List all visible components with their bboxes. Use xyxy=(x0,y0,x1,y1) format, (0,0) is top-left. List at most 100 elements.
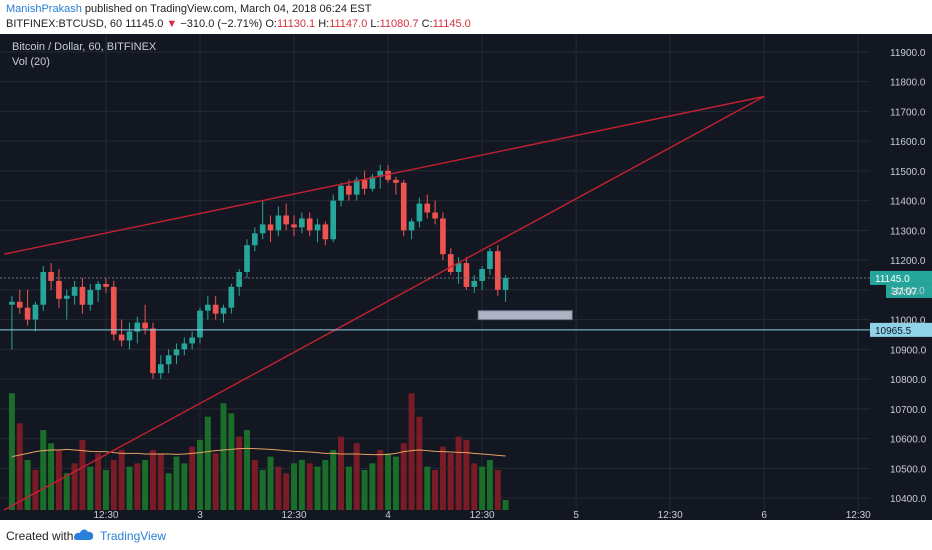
candle-body xyxy=(393,179,399,183)
volume-bar xyxy=(181,463,188,510)
volume-bar xyxy=(377,450,384,510)
countdown-label: 37:07 xyxy=(892,287,917,298)
candle-body xyxy=(416,203,423,222)
candle-body xyxy=(487,251,493,270)
candle-body xyxy=(40,272,47,305)
volume-bar xyxy=(63,473,70,510)
candle-body xyxy=(157,364,164,374)
volume-bar xyxy=(353,443,360,510)
volume-bar xyxy=(345,466,352,510)
volume-bar xyxy=(149,450,156,510)
price-tick-label: 10600.0 xyxy=(890,435,927,446)
candle-body xyxy=(463,263,470,287)
candle-body xyxy=(283,215,290,225)
candle-body xyxy=(103,283,109,287)
candle-body xyxy=(87,289,94,305)
candle-body xyxy=(79,286,86,305)
author-link[interactable]: ManishPrakash xyxy=(6,3,82,15)
volume-bar xyxy=(306,463,313,510)
candle-body xyxy=(299,218,305,228)
volume-bar xyxy=(173,456,180,510)
candle-body xyxy=(338,185,344,201)
volume-bar xyxy=(400,443,407,510)
tradingview-link[interactable]: TradingView xyxy=(100,529,167,543)
drawings: 10965.5 11145.0 37:07 xyxy=(0,95,932,511)
volume-bar xyxy=(228,413,235,510)
volume-bar xyxy=(79,440,86,510)
candle-body xyxy=(32,304,39,320)
volume-bar xyxy=(369,463,376,510)
chart-background xyxy=(0,34,870,520)
time-tick-label: 12:30 xyxy=(846,510,871,520)
candle-body xyxy=(306,218,313,231)
candle-body xyxy=(205,304,211,311)
countdown-tag xyxy=(886,284,932,298)
candle-body xyxy=(346,185,352,195)
volume-bar xyxy=(102,470,109,510)
candle-body xyxy=(71,286,78,296)
candle-body xyxy=(134,322,141,332)
ohlc-legend: BITFINEX:BTCUSD, 60 11145.0 ▼ −310.0 (−2… xyxy=(6,18,471,30)
candle-body xyxy=(150,328,156,374)
highlight-box xyxy=(477,310,573,321)
volume-bar xyxy=(322,460,329,510)
volume-bar xyxy=(455,436,462,510)
volume-bar xyxy=(432,470,439,510)
candle-body xyxy=(400,182,407,231)
candle-body xyxy=(322,224,329,240)
time-tick-label: 12:30 xyxy=(470,510,495,520)
candle-body xyxy=(189,337,195,344)
candle-body xyxy=(424,203,431,213)
volume-bar xyxy=(291,463,298,510)
volume-bar xyxy=(126,466,133,510)
candles xyxy=(9,164,509,380)
volume-bar xyxy=(16,423,23,510)
time-tick-label: 6 xyxy=(761,510,767,520)
volume-bar xyxy=(447,453,454,510)
candle-body xyxy=(142,322,148,329)
volume-bar xyxy=(71,463,78,510)
volume-bar xyxy=(479,466,486,510)
last-price-tag xyxy=(870,270,932,285)
candle-body xyxy=(118,334,125,341)
open-label: O: xyxy=(265,18,277,30)
candle-body xyxy=(95,283,101,290)
volume-bar xyxy=(189,446,196,510)
volume-bar xyxy=(40,430,47,510)
candle-body xyxy=(377,170,384,177)
level-tag-label: 10965.5 xyxy=(875,326,912,337)
low-value: 11080.7 xyxy=(379,18,419,30)
candle-body xyxy=(16,301,23,308)
axes: 10400.0 10500.0 10600.0 10700.0 10800.0 10900… xyxy=(93,48,926,520)
candlestick-chart[interactable]: 10965.5 11145.0 37:07 10400.0 10500.0 10600.… xyxy=(0,34,932,520)
change-value: −310.0 (−2.71%) xyxy=(180,18,263,30)
volume-bar xyxy=(24,460,31,510)
candle-body xyxy=(228,286,235,308)
high-label: H: xyxy=(318,18,330,30)
volume-bar xyxy=(134,463,141,510)
high-value: 11147.0 xyxy=(329,18,368,30)
candle-body xyxy=(330,200,337,240)
chart-title: Bitcoin / Dollar, 60, BITFINEX xyxy=(12,41,157,53)
candle-body xyxy=(353,179,360,195)
candle-body xyxy=(126,331,133,341)
candle-body xyxy=(432,212,438,219)
candle-body xyxy=(252,233,258,246)
price-tick-label: 11700.0 xyxy=(890,107,926,118)
volume-bar xyxy=(494,470,501,510)
volume-bar xyxy=(142,460,149,510)
candle-body xyxy=(197,310,203,338)
open-value: 11130.1 xyxy=(277,18,316,30)
price-tick-label: 11300.0 xyxy=(890,226,926,237)
volume-bar xyxy=(48,443,55,510)
level-tag xyxy=(870,322,932,337)
last-price-label: 11145.0 xyxy=(875,274,910,285)
price-tick-label: 10800.0 xyxy=(890,375,927,386)
candle-body xyxy=(291,224,297,228)
candle-body xyxy=(494,251,501,290)
candle-body xyxy=(63,295,70,299)
candle-body xyxy=(275,215,282,231)
volume-bar xyxy=(275,466,282,510)
candle-body xyxy=(165,355,172,365)
footer: Created with TradingView xyxy=(0,520,932,550)
